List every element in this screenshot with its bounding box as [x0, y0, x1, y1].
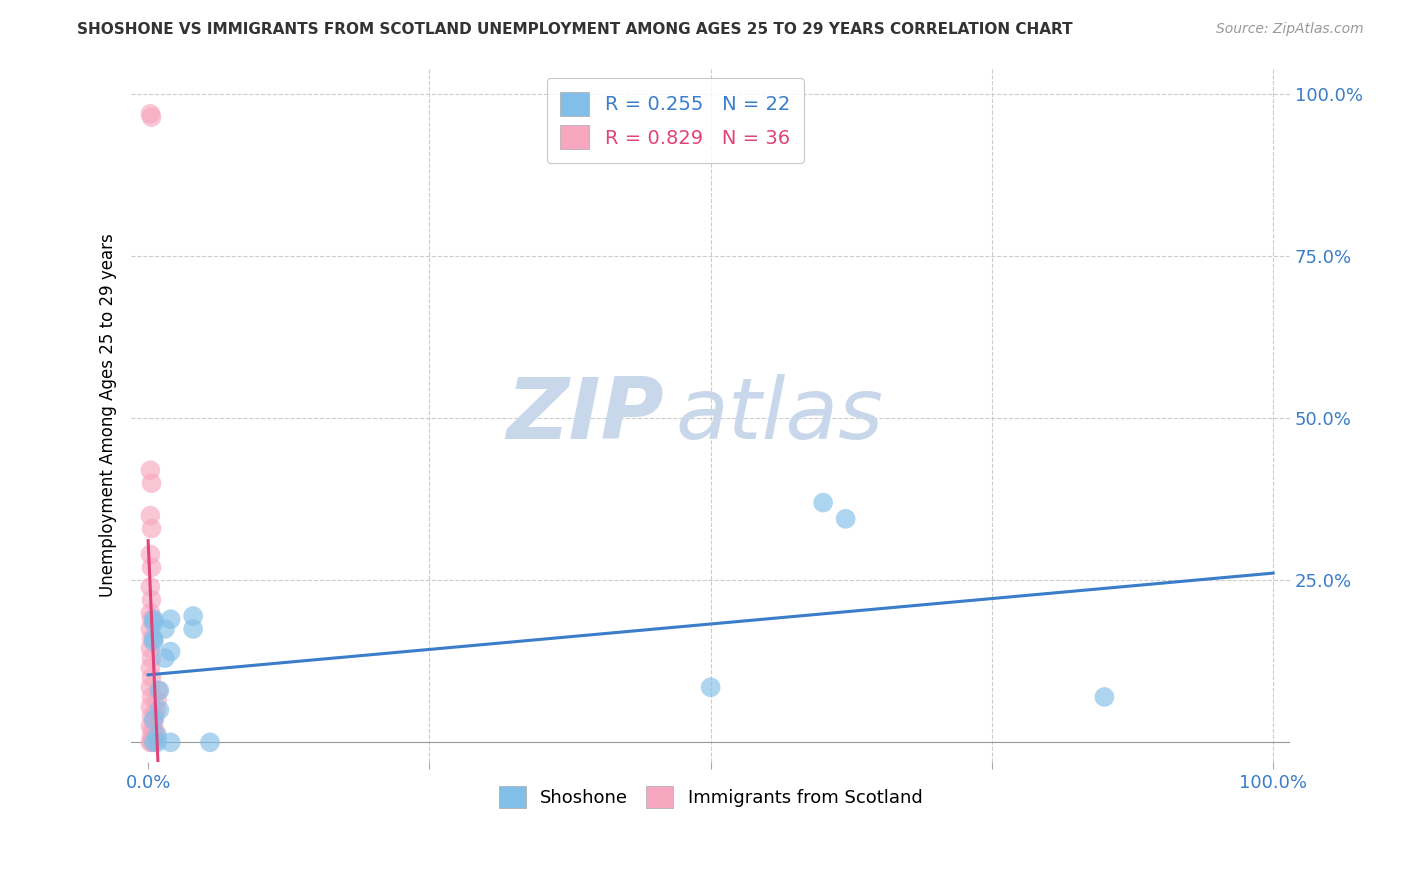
Point: [146, 693, 169, 707]
Text: atlas: atlas: [676, 374, 884, 457]
Point: [142, 735, 165, 749]
Point: [139, 107, 162, 121]
Point: [141, 729, 163, 743]
Point: [153, 651, 176, 665]
Point: [139, 661, 162, 675]
Point: [141, 522, 163, 536]
Point: [141, 476, 163, 491]
Point: [145, 703, 167, 717]
Point: [181, 609, 204, 624]
Point: [141, 690, 163, 704]
Point: [159, 735, 181, 749]
Text: ZIP: ZIP: [506, 374, 664, 457]
Point: [139, 622, 162, 636]
Point: [139, 463, 162, 477]
Point: [148, 683, 170, 698]
Point: [139, 580, 162, 594]
Point: [141, 735, 163, 749]
Point: [142, 732, 165, 747]
Point: [142, 713, 165, 727]
Point: [148, 703, 170, 717]
Point: [139, 699, 162, 714]
Point: [141, 110, 163, 124]
Point: [181, 622, 204, 636]
Point: [142, 615, 165, 630]
Point: [141, 592, 163, 607]
Point: [141, 671, 163, 685]
Text: SHOSHONE VS IMMIGRANTS FROM SCOTLAND UNEMPLOYMENT AMONG AGES 25 TO 29 YEARS CORR: SHOSHONE VS IMMIGRANTS FROM SCOTLAND UNE…: [77, 22, 1073, 37]
Point: [139, 735, 162, 749]
Point: [142, 729, 165, 743]
Point: [1092, 690, 1115, 704]
Point: [145, 725, 167, 739]
Point: [141, 632, 163, 646]
Point: [142, 635, 165, 649]
Point: [142, 723, 165, 737]
Point: [141, 709, 163, 723]
Point: [142, 632, 165, 646]
Point: [143, 729, 166, 743]
Text: Source: ZipAtlas.com: Source: ZipAtlas.com: [1216, 22, 1364, 37]
Point: [139, 719, 162, 733]
Point: [146, 729, 169, 743]
Point: [141, 560, 163, 574]
Point: [811, 495, 834, 509]
Point: [139, 548, 162, 562]
Point: [159, 645, 181, 659]
Point: [141, 612, 163, 626]
Y-axis label: Unemployment Among Ages 25 to 29 years: Unemployment Among Ages 25 to 29 years: [100, 234, 117, 597]
Point: [139, 508, 162, 523]
Point: [148, 683, 170, 698]
Point: [139, 641, 162, 656]
Point: [699, 680, 721, 694]
Point: [141, 651, 163, 665]
Point: [159, 612, 181, 626]
Point: [142, 715, 165, 730]
Legend: Shoshone, Immigrants from Scotland: Shoshone, Immigrants from Scotland: [492, 779, 929, 815]
Point: [153, 622, 176, 636]
Point: [139, 680, 162, 694]
Point: [146, 735, 169, 749]
Point: [834, 512, 856, 526]
Point: [198, 735, 221, 749]
Point: [142, 612, 165, 626]
Point: [139, 606, 162, 620]
Point: [143, 709, 166, 723]
